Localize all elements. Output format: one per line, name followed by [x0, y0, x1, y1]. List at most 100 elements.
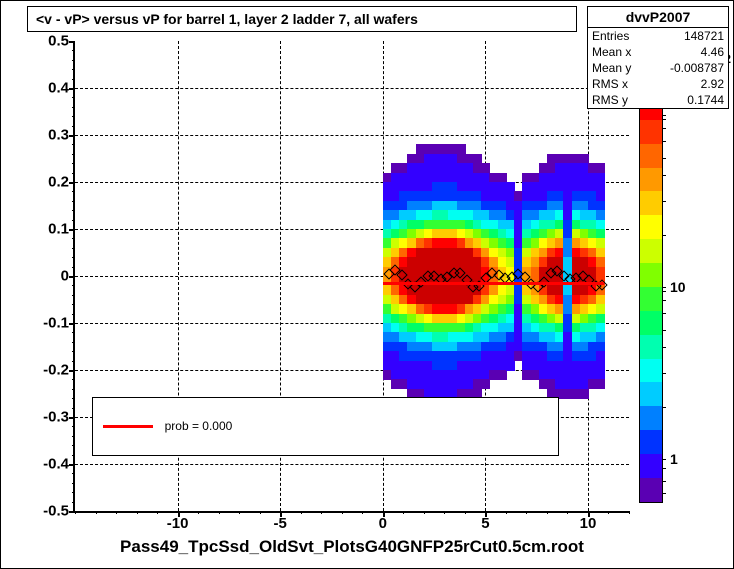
- tick-label-x: 0: [379, 511, 387, 532]
- minor-tick-x: [301, 511, 302, 514]
- fit-line: [383, 282, 605, 285]
- tick-label-y: -0.2: [43, 362, 75, 379]
- stats-value: -0.008787: [670, 61, 724, 75]
- colorbar-seg: [640, 335, 662, 359]
- plot-area: Pass49_TpcSsd_OldSvt_PlotsG40GNFP25rCut0…: [73, 41, 629, 513]
- colorbar-seg: [640, 478, 662, 502]
- stats-label: Mean x: [592, 45, 631, 59]
- minor-tick-y: [72, 379, 75, 380]
- colorbar-tick: [662, 158, 666, 159]
- tick-label-y: 0.1: [48, 221, 75, 238]
- legend-box: prob = 0.000: [92, 397, 559, 455]
- minor-tick-y: [72, 97, 75, 98]
- tick-label-y: 0: [61, 268, 75, 285]
- minor-tick-y: [72, 389, 75, 390]
- minor-tick-y: [72, 436, 75, 437]
- colorbar-tick: [662, 407, 666, 408]
- tick-label-y: -0.3: [43, 409, 75, 426]
- minor-tick-x: [547, 511, 548, 514]
- minor-tick-y: [72, 304, 75, 305]
- stats-rows: Entries148721Mean x4.46Mean y-0.008787RM…: [588, 28, 728, 108]
- stats-label: Entries: [592, 29, 629, 43]
- minor-tick-y: [72, 502, 75, 503]
- colorbar-seg: [640, 359, 662, 383]
- minor-tick-y: [72, 257, 75, 258]
- minor-tick-x: [362, 511, 363, 514]
- minor-tick-x: [506, 511, 507, 514]
- minor-tick-y: [72, 210, 75, 211]
- minor-tick-y: [72, 295, 75, 296]
- tick-label-y: 0.4: [48, 80, 75, 97]
- tick-label-x: -10: [167, 511, 189, 532]
- tick-label-x: 5: [481, 511, 489, 532]
- stats-row: RMS x2.92: [588, 76, 728, 92]
- colorbar-seg: [640, 144, 662, 168]
- colorbar-seg: [640, 263, 662, 287]
- colorbar-seg: [640, 239, 662, 263]
- colorbar-tick: [662, 481, 666, 482]
- minor-tick-y: [72, 445, 75, 446]
- minor-tick-x: [75, 511, 76, 514]
- colorbar-tick: [662, 493, 666, 494]
- minor-tick-y: [72, 79, 75, 80]
- stats-box: dvvP2007 Entries148721Mean x4.46Mean y-0…: [587, 6, 729, 109]
- minor-tick-x: [608, 511, 609, 514]
- minor-tick-y: [72, 267, 75, 268]
- minor-tick-x: [96, 511, 97, 514]
- colorbar-tick: [662, 235, 666, 236]
- heatmap-cell: [596, 379, 605, 389]
- colorbar-tick: [662, 115, 666, 116]
- gridline-h: [75, 464, 629, 465]
- colorbar-tick: [662, 468, 666, 469]
- minor-tick-y: [72, 408, 75, 409]
- minor-tick-y: [72, 144, 75, 145]
- colorbar-seg: [640, 168, 662, 192]
- minor-tick-x: [137, 511, 138, 514]
- colorbar-seg: [640, 382, 662, 406]
- minor-tick-x: [424, 511, 425, 514]
- heatmap-cell: [506, 361, 515, 371]
- colorbar-seg: [640, 191, 662, 215]
- minor-tick-x: [157, 511, 158, 514]
- heatmap-cell: [481, 379, 490, 389]
- minor-tick-y: [72, 50, 75, 51]
- tick-label-y: 0.2: [48, 174, 75, 191]
- minor-tick-y: [72, 351, 75, 352]
- colorbar-tick: [662, 459, 666, 460]
- colorbar-tick: [662, 300, 666, 301]
- minor-tick-x: [219, 511, 220, 514]
- minor-tick-y: [72, 473, 75, 474]
- tick-label-x: -5: [274, 511, 287, 532]
- figure-frame: <v - vP> versus vP for barrel 1, layer 2…: [0, 0, 734, 569]
- colorbar-tick: [662, 119, 666, 120]
- stats-row: Mean x4.46: [588, 44, 728, 60]
- colorbar-tick: [662, 291, 666, 292]
- colorbar-tick: [662, 128, 666, 129]
- tick-label-y: 0.5: [48, 33, 75, 50]
- minor-tick-y: [72, 201, 75, 202]
- minor-tick-y: [72, 191, 75, 192]
- minor-tick-y: [72, 238, 75, 239]
- minor-tick-x: [629, 511, 630, 514]
- colorbar-tick: [662, 141, 666, 142]
- colorbar-tick: [662, 373, 666, 374]
- legend-line: [103, 425, 153, 428]
- minor-tick-y: [72, 455, 75, 456]
- colorbar-tick: [662, 201, 666, 202]
- minor-tick-y: [72, 220, 75, 221]
- minor-tick-x: [342, 511, 343, 514]
- minor-tick-x: [116, 511, 117, 514]
- stats-value: 0.1744: [687, 93, 724, 107]
- minor-tick-y: [72, 154, 75, 155]
- stats-row: RMS y0.1744: [588, 92, 728, 108]
- stats-label: RMS x: [592, 77, 628, 91]
- minor-tick-y: [72, 342, 75, 343]
- minor-tick-x: [526, 511, 527, 514]
- minor-tick-x: [567, 511, 568, 514]
- minor-tick-y: [72, 173, 75, 174]
- gridline-h: [75, 88, 629, 89]
- minor-tick-y: [72, 126, 75, 127]
- stats-value: 148721: [684, 29, 724, 43]
- stats-row: Entries 148721: [588, 28, 728, 44]
- colorbar: 110: [639, 71, 663, 503]
